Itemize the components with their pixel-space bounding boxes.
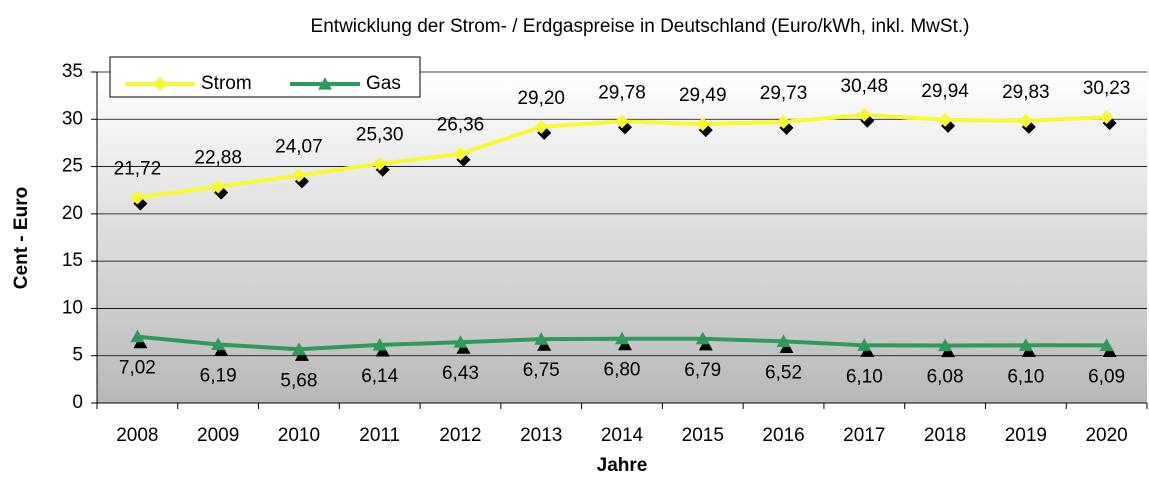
data-label: 5,68	[280, 370, 317, 391]
x-tick-label: 2019	[1005, 425, 1047, 446]
data-label: 24,07	[275, 136, 323, 157]
legend-box	[109, 56, 421, 98]
marker	[695, 117, 710, 132]
data-label: 6,08	[927, 367, 964, 388]
marker	[453, 335, 468, 348]
legend-label: Strom	[201, 73, 252, 94]
marker	[211, 179, 226, 194]
marker	[615, 114, 629, 129]
marker	[776, 334, 791, 347]
marker	[938, 338, 953, 352]
y-tick-label: 20	[62, 203, 83, 224]
data-label: 29,94	[921, 81, 969, 102]
data-label: 22,88	[194, 148, 242, 169]
y-tick-label: 5	[72, 345, 83, 366]
x-tick-label: 2017	[843, 425, 885, 446]
marker	[857, 338, 872, 351]
y-tick-label: 15	[62, 250, 83, 271]
x-tick-label: 2018	[924, 425, 966, 446]
data-label: 29,73	[760, 83, 808, 104]
y-tick-label: 10	[62, 297, 83, 318]
data-label: 29,83	[1002, 82, 1050, 103]
marker	[291, 168, 306, 183]
y-tick-label: 25	[62, 156, 83, 177]
data-label: 21,72	[114, 159, 162, 180]
data-label: 29,78	[598, 82, 646, 103]
marker	[1018, 338, 1033, 351]
data-label: 29,49	[679, 85, 727, 106]
marker	[130, 329, 145, 343]
marker	[453, 146, 468, 161]
marker	[615, 331, 629, 345]
data-label: 6,75	[523, 360, 560, 381]
marker	[776, 114, 791, 129]
data-label: 26,36	[437, 115, 485, 136]
marker	[1099, 110, 1114, 125]
legend-label: Gas	[366, 73, 401, 94]
marker	[372, 337, 387, 351]
marker	[534, 332, 549, 345]
marker	[1018, 113, 1033, 128]
x-tick-label: 2016	[762, 425, 804, 446]
marker	[1099, 338, 1114, 352]
data-label: 6,10	[1007, 366, 1044, 387]
legend-marker	[153, 77, 167, 91]
x-axis-label: Jahre	[597, 455, 648, 476]
y-axis-label: Cent - Euro	[11, 187, 32, 289]
x-tick-label: 2014	[601, 425, 644, 446]
marker	[534, 119, 549, 134]
data-label: 7,02	[119, 358, 156, 379]
data-label: 6,80	[604, 360, 641, 381]
data-label: 29,20	[517, 88, 565, 109]
data-label: 25,30	[356, 125, 404, 146]
marker	[695, 331, 710, 345]
marker	[130, 190, 145, 205]
x-tick-label: 2008	[116, 425, 158, 446]
y-tick-label: 30	[62, 108, 83, 129]
marker	[857, 107, 872, 122]
x-tick-label: 2020	[1085, 425, 1127, 446]
data-label: 6,19	[200, 365, 237, 386]
x-tick-label: 2013	[520, 425, 562, 446]
data-label: 6,52	[765, 362, 802, 383]
data-label: 6,79	[684, 360, 721, 381]
data-label: 6,09	[1088, 366, 1125, 387]
x-tick-label: 2009	[197, 425, 239, 446]
x-tick-label: 2012	[439, 425, 481, 446]
data-label: 30,23	[1083, 78, 1131, 99]
data-label: 6,14	[361, 366, 398, 387]
marker	[372, 156, 387, 171]
legend-marker	[318, 77, 332, 90]
data-label: 6,10	[846, 366, 883, 387]
x-tick-label: 2010	[278, 425, 320, 446]
marker	[291, 342, 306, 355]
x-tick-label: 2015	[682, 425, 724, 446]
y-tick-label: 0	[72, 392, 83, 413]
data-label: 6,43	[442, 363, 479, 384]
marker	[938, 112, 953, 127]
marker	[211, 337, 226, 351]
x-tick-label: 2011	[359, 425, 400, 446]
chart-title: Entwicklung der Strom- / Erdgaspreise in…	[311, 16, 970, 37]
data-label: 30,48	[841, 76, 889, 97]
y-tick-label: 35	[62, 61, 83, 82]
